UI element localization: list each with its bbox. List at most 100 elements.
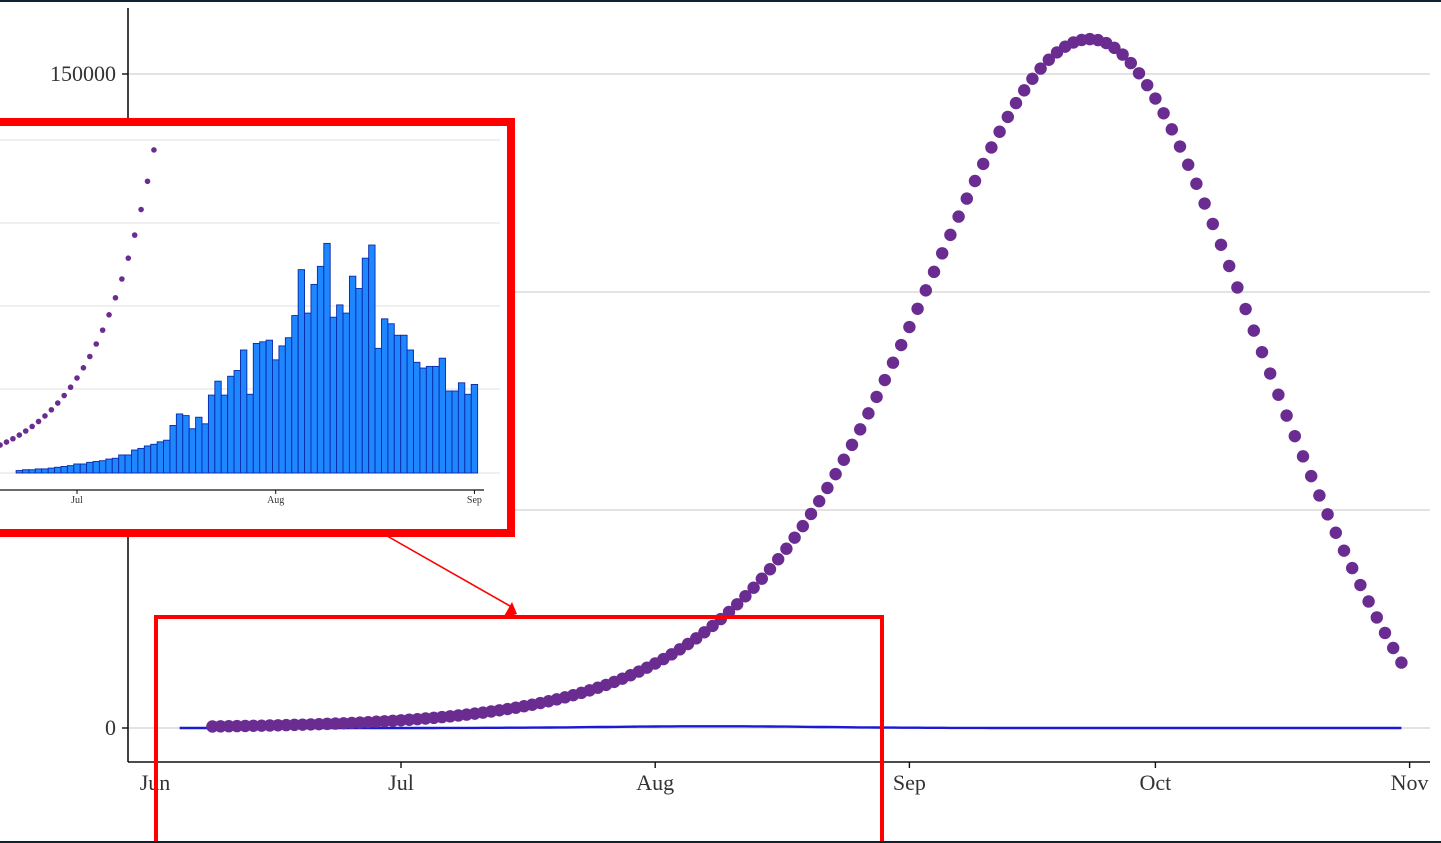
inset-bar [374,347,382,474]
inset-bar [54,466,62,474]
inset-bar [470,383,479,474]
inset-bar [438,357,447,474]
inset-bar [284,337,293,474]
inset-point [54,400,61,406]
main-point [1231,281,1244,294]
inset-bar [79,463,88,474]
inset-bar [368,244,376,474]
main-point [1132,67,1146,80]
inset-bar [445,390,453,474]
x-tick-label: Nov [1391,770,1429,795]
main-point [968,174,982,188]
inset-point [3,439,10,445]
inset-bar [227,375,235,474]
inset-bar [41,468,49,474]
inset-bar [413,361,421,474]
inset-bar [451,390,459,474]
main-point [1305,469,1318,483]
main-line-series [179,725,1402,730]
inset-bar [240,349,248,474]
inset-bar [393,334,402,474]
inset-bar [105,458,113,474]
inset-point [29,423,35,430]
inset-bar [272,359,280,474]
inset-bar [457,382,466,474]
inset-point [125,255,132,261]
inset-point [0,442,3,448]
inset-bar [73,463,81,474]
inset-bar [342,312,350,474]
main-point [1395,656,1408,669]
main-point [1034,62,1047,75]
main-point [780,542,793,555]
main-point [1272,388,1285,401]
main-point [1337,544,1351,557]
inset-point [87,353,93,360]
main-point [788,531,801,544]
inset-x-tick-label: Aug [267,495,284,506]
main-point [1288,429,1302,443]
main-point [1296,450,1310,463]
main-point [1026,72,1039,85]
y-tick-label: 0 [105,715,116,740]
main-point [747,581,760,594]
inset-bar [419,367,427,474]
main-point [739,590,752,603]
inset-bar [304,312,312,474]
inset-bar [86,461,94,474]
main-point [903,320,916,334]
main-point [886,356,900,369]
main-point [1223,259,1236,273]
inset-bar-series [15,242,479,474]
inset-bar [214,380,222,474]
inset-bar [246,393,254,474]
main-point [804,507,818,521]
highlight-box [154,615,884,843]
callout-arrow-head [503,602,517,618]
inset-bar [98,460,107,474]
inset-bar [348,275,357,474]
main-point [1370,611,1384,624]
inset-bar [182,415,190,474]
inset-point [67,384,74,391]
inset-bar [381,318,389,474]
inset-bar [195,416,203,474]
inset-point [93,341,100,347]
main-point [919,284,932,297]
main-point [977,157,990,171]
inset-bar [22,469,30,474]
main-point [1206,217,1220,231]
inset-bar [188,428,197,474]
main-point [1247,324,1261,337]
inset-bar [28,469,36,474]
main-point [952,210,965,223]
main-point [1116,48,1129,61]
main-point [960,192,973,205]
inset-bar [124,454,132,474]
y-tick-label: 150000 [50,61,116,86]
main-point [1362,595,1375,608]
x-tick-label: Oct [1140,770,1172,795]
main-point [862,407,875,420]
main-point [854,423,867,436]
inset-point [74,375,80,381]
inset-point [35,418,42,425]
main-point [1017,84,1031,97]
main-point [755,572,768,585]
main-point [870,390,883,404]
main-point [772,553,785,566]
inset-bar [169,424,177,474]
inset-bar [66,465,75,474]
window-bottom-edge [0,841,1441,843]
main-line [179,725,1402,730]
inset-point [80,365,87,371]
inset-bar [34,468,43,474]
x-tick-label: Aug [636,770,674,795]
x-tick-label: Jul [388,770,414,795]
inset-point [22,428,29,434]
main-point [1009,96,1023,110]
main-point [1239,302,1252,316]
inset-bar [323,242,331,474]
main-point [985,141,998,154]
inset-bar [131,449,139,474]
